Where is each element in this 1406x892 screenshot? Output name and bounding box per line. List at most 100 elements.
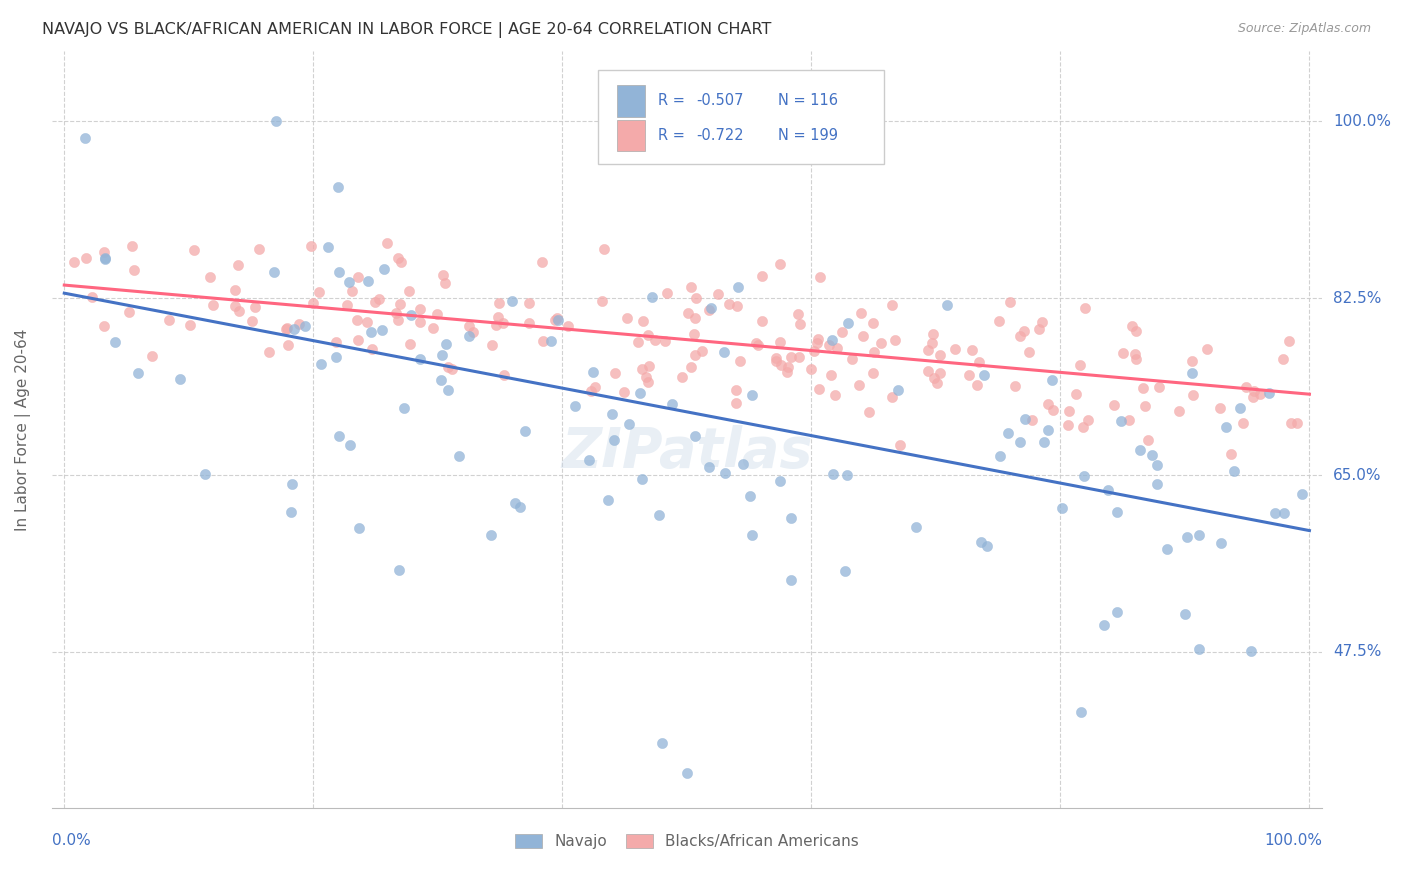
- Point: [360, 325, 382, 339]
- Point: [727, 280, 749, 294]
- Point: [1271, 351, 1294, 366]
- Point: [699, 460, 721, 475]
- Point: [1070, 705, 1092, 719]
- Point: [198, 270, 221, 285]
- Point: [1031, 315, 1053, 329]
- Point: [389, 254, 412, 268]
- Point: [481, 338, 503, 352]
- Point: [603, 433, 626, 447]
- Point: [800, 361, 823, 376]
- Point: [224, 283, 246, 297]
- Point: [1181, 388, 1204, 402]
- Point: [201, 298, 224, 312]
- Point: [1188, 527, 1211, 541]
- Point: [936, 298, 959, 312]
- Point: [276, 321, 298, 335]
- Point: [422, 321, 444, 335]
- Point: [457, 329, 479, 343]
- Point: [302, 296, 325, 310]
- Point: [579, 384, 602, 399]
- Point: [780, 511, 803, 525]
- Point: [905, 519, 928, 533]
- Point: [970, 535, 993, 549]
- Point: [398, 284, 420, 298]
- Point: [457, 318, 479, 333]
- Point: [638, 359, 661, 374]
- Point: [644, 333, 666, 347]
- Point: [707, 286, 730, 301]
- Point: [436, 359, 458, 374]
- Point: [808, 382, 831, 396]
- Point: [94, 252, 117, 266]
- Point: [927, 376, 949, 391]
- Point: [388, 563, 411, 577]
- Point: [1147, 379, 1170, 393]
- Point: [733, 457, 755, 471]
- Point: [564, 399, 586, 413]
- Point: [325, 351, 347, 365]
- Point: [346, 333, 368, 347]
- Point: [631, 472, 654, 486]
- Point: [654, 334, 676, 349]
- Point: [713, 345, 735, 359]
- Point: [1074, 301, 1097, 315]
- Point: [479, 528, 502, 542]
- Point: [1175, 530, 1198, 544]
- Point: [263, 264, 285, 278]
- Point: [316, 240, 339, 254]
- Point: [280, 477, 302, 491]
- Point: [1105, 504, 1128, 518]
- Point: [808, 269, 831, 284]
- Point: [1133, 399, 1156, 413]
- Point: [583, 380, 606, 394]
- Point: [1286, 416, 1309, 430]
- Point: [603, 366, 626, 380]
- Point: [157, 312, 180, 326]
- Point: [1258, 385, 1281, 400]
- Point: [880, 298, 903, 312]
- Point: [718, 297, 741, 311]
- Point: [409, 351, 432, 366]
- Point: [519, 316, 541, 330]
- Point: [682, 326, 704, 341]
- FancyBboxPatch shape: [617, 85, 645, 117]
- Point: [1038, 396, 1060, 410]
- Point: [375, 235, 398, 250]
- Point: [1040, 373, 1063, 387]
- Point: [371, 323, 394, 337]
- Point: [1069, 358, 1091, 372]
- Point: [787, 350, 810, 364]
- Point: [862, 317, 884, 331]
- Point: [679, 280, 702, 294]
- Point: [430, 373, 453, 387]
- Point: [1174, 607, 1197, 621]
- Point: [683, 311, 706, 326]
- Point: [803, 343, 825, 358]
- Point: [780, 573, 803, 587]
- Point: [299, 239, 322, 253]
- Point: [1077, 413, 1099, 427]
- Point: [387, 312, 409, 326]
- Point: [681, 360, 703, 375]
- Point: [336, 298, 359, 312]
- Text: 47.5%: 47.5%: [1333, 644, 1381, 659]
- Point: [887, 384, 910, 398]
- Point: [997, 426, 1019, 441]
- Point: [328, 180, 350, 194]
- Point: [637, 375, 659, 389]
- Point: [1042, 403, 1064, 417]
- Point: [1012, 324, 1035, 338]
- Point: [631, 314, 654, 328]
- Point: [837, 316, 859, 330]
- Point: [676, 766, 699, 780]
- Point: [485, 318, 508, 332]
- Point: [127, 366, 149, 380]
- Point: [121, 238, 143, 252]
- Point: [778, 359, 800, 374]
- Point: [929, 366, 952, 380]
- Point: [408, 302, 430, 317]
- Point: [627, 335, 650, 350]
- Point: [818, 338, 841, 352]
- Point: [179, 318, 201, 332]
- Point: [834, 564, 856, 578]
